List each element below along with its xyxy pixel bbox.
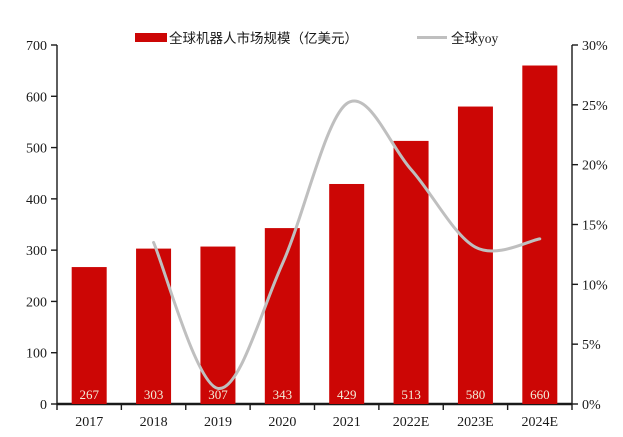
bar-value-label: 343 [273,387,293,402]
category-label: 2021 [333,415,361,430]
plot-area: 0 100 200 300 400 500 600 700 0% 5% 10% 15% 20% 25% 30… [26,39,608,430]
bar-value-label: 307 [208,387,228,402]
left-tick-label: 700 [26,39,47,54]
bar-2018 [136,248,172,404]
legend: 全球机器人市场规模（亿美元） 全球yoy [135,30,498,46]
bar-2022E [393,140,429,404]
bar-value-label: 513 [401,387,421,402]
bar-value-label: 303 [144,387,164,402]
bar-value-label: 267 [79,387,99,402]
bar-2020 [264,228,300,404]
bar-2017 [71,267,107,404]
bar-2021 [329,183,365,404]
right-tick-label: 25% [582,99,608,114]
left-tick-label: 100 [26,347,47,362]
category-label: 2020 [268,415,296,430]
category-label: 2022E [393,415,430,430]
legend-bar-label: 全球机器人市场规模（亿美元） [169,30,358,46]
bar-value-label: 429 [337,387,357,402]
bar-value-label: 660 [530,387,550,402]
bar-2024E [522,65,558,404]
legend-line-label: 全球yoy [451,30,498,46]
right-tick-label: 15% [582,219,608,234]
legend-bar-swatch [135,33,167,42]
right-tick-label: 0% [582,398,601,413]
category-label: 2017 [75,415,103,430]
right-tick-label: 20% [582,159,608,174]
left-tick-label: 500 [26,142,47,157]
category-label: 2023E [457,415,494,430]
yoy-line [152,99,542,390]
bar-2023E [457,106,493,405]
bar-value-label: 580 [466,387,486,402]
category-label: 2024E [522,415,559,430]
right-tick-label: 5% [582,338,601,353]
right-tick-label: 30% [582,39,608,54]
left-tick-label: 200 [26,295,47,310]
left-tick-label: 600 [26,90,47,105]
left-tick-label: 400 [26,193,47,208]
left-tick-label: 0 [40,398,47,413]
right-tick-label: 10% [582,278,608,293]
left-tick-label: 300 [26,244,47,259]
category-label: 2018 [140,415,168,430]
category-label: 2019 [204,415,232,430]
